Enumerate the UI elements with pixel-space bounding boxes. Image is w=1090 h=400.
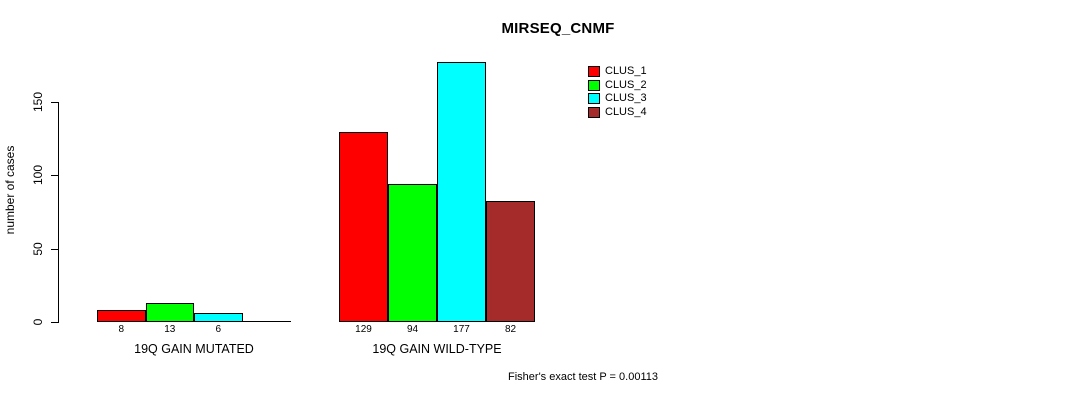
bar-value-label: 6	[215, 324, 222, 335]
legend-swatch	[588, 93, 600, 105]
y-tick	[51, 175, 58, 176]
bar-value-label: 13	[164, 324, 176, 335]
bar-value-label: 8	[118, 324, 125, 335]
legend-label: CLUS_2	[605, 78, 647, 91]
legend-item: CLUS_3	[588, 92, 647, 106]
bar-clus_4-zero	[242, 321, 291, 322]
y-tick	[51, 249, 58, 250]
legend-label: CLUS_3	[605, 92, 647, 105]
chart-title: MIRSEQ_CNMF	[501, 20, 615, 37]
legend-swatch	[588, 66, 600, 78]
legend-item: CLUS_1	[588, 65, 647, 79]
legend: CLUS_1 CLUS_2 CLUS_3 CLUS_4	[588, 65, 647, 119]
y-tick	[51, 322, 58, 323]
y-axis-line	[58, 102, 59, 323]
group-label-mutated: 19Q GAIN MUTATED	[134, 342, 254, 356]
bar-clus_3	[437, 62, 486, 322]
y-tick	[51, 102, 58, 103]
y-tick-label: 150	[31, 91, 45, 113]
bar-value-label: 94	[406, 324, 419, 335]
y-axis-label: number of cases	[3, 145, 17, 235]
legend-swatch	[588, 79, 600, 91]
y-tick-label: 0	[31, 318, 45, 326]
bar-value-label: 82	[504, 324, 517, 335]
legend-label: CLUS_1	[605, 65, 647, 78]
group-label-wild-type: 19Q GAIN WILD-TYPE	[372, 342, 502, 356]
legend-item: CLUS_2	[588, 79, 647, 93]
legend-item: CLUS_4	[588, 106, 647, 120]
bar-value-label: 129	[355, 324, 372, 335]
bar-clus_2	[145, 303, 194, 322]
y-tick-label: 50	[31, 242, 45, 256]
y-tick-label: 100	[31, 164, 45, 186]
legend-swatch	[588, 106, 600, 118]
legend-label: CLUS_4	[605, 105, 647, 118]
bar-clus_1	[339, 132, 388, 322]
bar-clus_2	[388, 184, 437, 322]
bar-value-label: 177	[453, 324, 470, 335]
bar-clus_1	[97, 310, 146, 322]
fisher-test-note: Fisher's exact test P = 0.00113	[508, 371, 658, 383]
bar-clus_4	[486, 201, 535, 322]
bar-clus_3	[194, 313, 243, 322]
